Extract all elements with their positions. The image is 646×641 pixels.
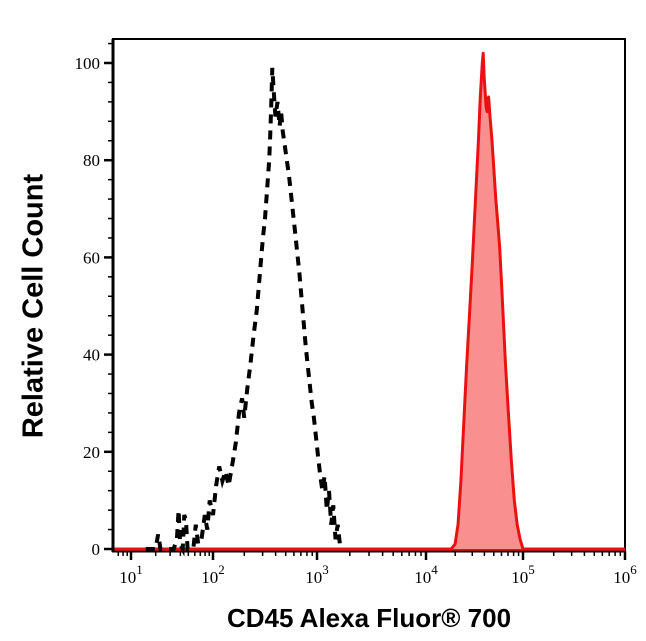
x-tick-label: 103 [305,562,329,587]
x-tick-label: 101 [119,562,143,587]
x-tick-label: 102 [201,562,225,587]
y-tick-label: 20 [83,443,100,462]
y-axis-title: Relative Cell Count [17,173,50,439]
y-tick-label: 80 [83,151,100,170]
y-tick-label: 100 [75,54,101,73]
x-axis-title: CD45 Alexa Fluor® 700 [226,603,512,633]
x-tick-label: 104 [414,562,438,587]
x-tick-label: 105 [511,562,535,587]
series-stained [114,51,625,551]
y-tick-label: 40 [83,346,100,365]
y-axis-ticks: 0 20 40 60 80 100 [75,42,113,559]
plot-frame [111,38,626,553]
x-tick-label: 106 [613,562,637,587]
x-axis-ticks: 101 102 103 104 105 106 [117,551,637,587]
y-tick-label: 60 [83,248,100,267]
y-tick-label: 0 [92,540,101,559]
series-unstained-control [145,67,345,557]
